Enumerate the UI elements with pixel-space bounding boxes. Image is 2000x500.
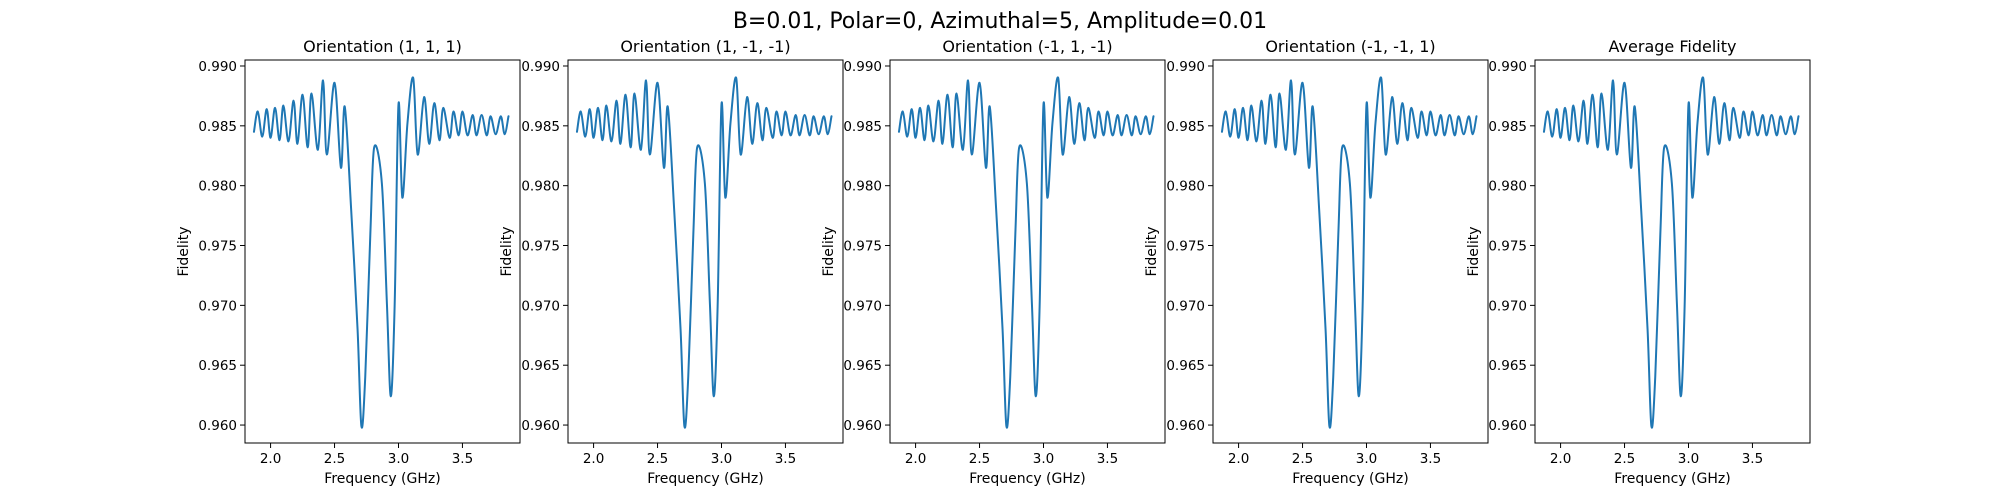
y-tick-label: 0.960: [1166, 418, 1205, 434]
subplot-title: Orientation (-1, -1, 1): [1265, 37, 1435, 56]
x-tick-label: 3.5: [1742, 451, 1763, 467]
x-tick-label: 3.0: [711, 451, 732, 467]
y-tick-label: 0.960: [1488, 418, 1527, 434]
y-tick-label: 0.960: [198, 418, 237, 434]
fidelity-line: [1220, 76, 1478, 429]
y-tick-label: 0.965: [1488, 358, 1527, 374]
subplot-1: Orientation (1, 1, 1) 2.0 2.5 3.0 3.5 0.960 0.…: [176, 37, 521, 487]
y-tick-label: 0.970: [1488, 298, 1527, 314]
x-tick-label: 2.5: [1614, 451, 1635, 467]
y-tick-label: 0.990: [1488, 59, 1527, 75]
x-tick-label: 2.5: [647, 451, 668, 467]
y-tick-label: 0.990: [521, 59, 560, 75]
y-tick-label: 0.980: [521, 179, 560, 195]
fidelity-line: [1542, 76, 1800, 429]
y-tick-label: 0.960: [843, 418, 882, 434]
x-tick-label: 3.0: [388, 451, 409, 467]
y-axis-label: Fidelity: [821, 227, 837, 277]
x-tick-label: 2.0: [1228, 451, 1249, 467]
x-tick-label: 3.5: [1420, 451, 1441, 467]
y-tick-label: 0.970: [1166, 298, 1205, 314]
x-tick-label: 3.0: [1033, 451, 1054, 467]
y-tick-label: 0.985: [521, 119, 560, 135]
x-tick-label: 2.5: [969, 451, 990, 467]
y-tick-label: 0.970: [521, 298, 560, 314]
y-tick-label: 0.975: [521, 239, 560, 255]
subplot-2: Orientation (1, -1, -1) 2.0 2.5 3.0 3.5 0.960…: [499, 37, 844, 487]
x-tick-label: 3.0: [1678, 451, 1699, 467]
subplot-title: Orientation (-1, 1, -1): [942, 37, 1112, 56]
x-tick-label: 3.5: [775, 451, 796, 467]
x-tick-label: 3.5: [452, 451, 473, 467]
y-tick-label: 0.980: [198, 179, 237, 195]
fidelity-line: [575, 76, 833, 429]
x-axis-label: Frequency (GHz): [969, 471, 1085, 487]
x-tick-label: 2.5: [324, 451, 345, 467]
y-tick-label: 0.990: [843, 59, 882, 75]
y-tick-label: 0.980: [1488, 179, 1527, 195]
axes-frame: [244, 59, 521, 444]
axes-frame: [1212, 59, 1489, 444]
y-tick-label: 0.975: [843, 239, 882, 255]
axes-frame: [1534, 59, 1811, 444]
y-tick-label: 0.965: [1166, 358, 1205, 374]
x-axis-label: Frequency (GHz): [647, 471, 763, 487]
y-tick-label: 0.970: [843, 298, 882, 314]
subplot-title: Orientation (1, 1, 1): [303, 37, 462, 56]
y-axis-label: Fidelity: [1466, 227, 1482, 277]
x-axis-label: Frequency (GHz): [1614, 471, 1730, 487]
y-tick-label: 0.965: [198, 358, 237, 374]
x-tick-label: 2.0: [1550, 451, 1571, 467]
x-tick-label: 2.0: [905, 451, 926, 467]
subplot-3: Orientation (-1, 1, -1) 2.0 2.5 3.0 3.5 0.960…: [821, 37, 1166, 487]
y-tick-label: 0.985: [1166, 119, 1205, 135]
x-tick-label: 3.5: [1097, 451, 1118, 467]
x-axis-label: Frequency (GHz): [1292, 471, 1408, 487]
y-tick-label: 0.975: [1488, 239, 1527, 255]
axes-frame: [567, 59, 844, 444]
y-tick-label: 0.975: [1166, 239, 1205, 255]
fidelity-line: [897, 76, 1155, 429]
y-tick-label: 0.985: [843, 119, 882, 135]
y-axis-label: Fidelity: [176, 227, 192, 277]
x-tick-label: 2.0: [260, 451, 281, 467]
y-tick-label: 0.980: [1166, 179, 1205, 195]
x-tick-label: 2.5: [1292, 451, 1313, 467]
y-axis-label: Fidelity: [1144, 227, 1160, 277]
y-tick-label: 0.965: [521, 358, 560, 374]
y-axis-label: Fidelity: [499, 227, 515, 277]
y-tick-label: 0.985: [198, 119, 237, 135]
subplot-title: Orientation (1, -1, -1): [620, 37, 790, 56]
y-tick-label: 0.965: [843, 358, 882, 374]
y-tick-label: 0.960: [521, 418, 560, 434]
y-tick-label: 0.990: [1166, 59, 1205, 75]
y-tick-label: 0.970: [198, 298, 237, 314]
subplot-title: Average Fidelity: [1609, 37, 1737, 56]
y-tick-label: 0.975: [198, 239, 237, 255]
y-tick-label: 0.985: [1488, 119, 1527, 135]
x-axis-label: Frequency (GHz): [324, 471, 440, 487]
subplot-5: Average Fidelity 2.0 2.5 3.0 3.5 0.960 0.965 0.…: [1466, 37, 1811, 487]
axes-frame: [889, 59, 1166, 444]
subplot-4: Orientation (-1, -1, 1) 2.0 2.5 3.0 3.5 0.960…: [1144, 37, 1489, 487]
y-tick-label: 0.990: [198, 59, 237, 75]
x-tick-label: 3.0: [1356, 451, 1377, 467]
y-tick-label: 0.980: [843, 179, 882, 195]
fidelity-line: [252, 76, 510, 429]
figure-suptitle: B=0.01, Polar=0, Azimuthal=5, Amplitude=…: [733, 9, 1267, 34]
x-tick-label: 2.0: [583, 451, 604, 467]
